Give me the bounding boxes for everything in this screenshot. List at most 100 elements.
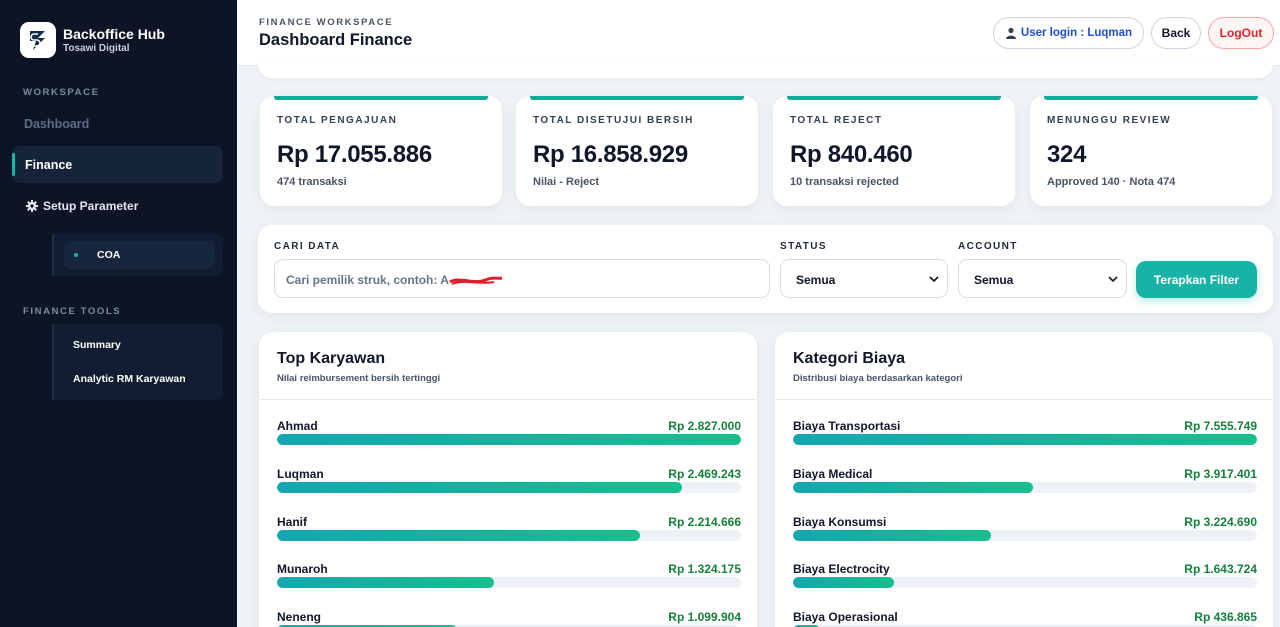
item-amount: Rp 2.469.243 (668, 467, 741, 481)
stat-label: TOTAL PENGAJUAN (277, 115, 398, 126)
item-amount: Rp 1.643.724 (1184, 562, 1257, 576)
list-item: Munaroh Rp 1.324.175 (277, 562, 741, 602)
item-amount: Rp 3.224.690 (1184, 515, 1257, 529)
stat-subtext: 10 transaksi rejected (790, 176, 899, 188)
item-name: Biaya Transportasi (793, 419, 901, 433)
sidebar-item-summary[interactable]: Summary (73, 339, 121, 351)
sidebar: Backoffice Hub Tosawi Digital WORKSPACE … (0, 0, 237, 627)
stat-card-total-pengajuan: TOTAL PENGAJUAN Rp 17.055.886 474 transa… (260, 96, 502, 206)
redaction-scribble-icon (449, 276, 503, 285)
progress-fill (277, 530, 641, 541)
finance-tools-section-label: FINANCE TOOLS (23, 306, 122, 317)
user-login-label: User login : Luqman (1020, 27, 1133, 39)
progress-track (793, 577, 1257, 588)
list-item: Ahmad Rp 2.827.000 (277, 419, 741, 459)
stat-card-menunggu-review: MENUNGGU REVIEW 324 Approved 140 · Nota … (1030, 96, 1272, 206)
divider (259, 399, 757, 400)
status-label: STATUS (780, 241, 827, 252)
list-item: Luqman Rp 2.469.243 (277, 467, 741, 507)
active-indicator (12, 153, 15, 176)
item-name: Luqman (277, 467, 324, 481)
stat-value: Rp 840.460 (790, 141, 913, 168)
chevron-down-icon (929, 276, 939, 283)
sidebar-item-coa-label: COA (97, 249, 121, 261)
workspace-section-label: WORKSPACE (23, 87, 100, 98)
sidebar-item-setup-parameter[interactable]: Setup Parameter (26, 199, 138, 213)
kategori-biaya-panel: Kategori Biaya Distribusi biaya berdasar… (775, 332, 1273, 627)
list-item: Biaya Transportasi Rp 7.555.749 (793, 419, 1257, 459)
search-label: CARI DATA (274, 241, 341, 252)
panel-title: Kategori Biaya (793, 350, 906, 367)
progress-fill (277, 577, 495, 588)
item-name: Biaya Konsumsi (793, 515, 887, 529)
apply-filter-button[interactable]: Terapkan Filter (1136, 261, 1257, 298)
progress-track (277, 625, 741, 627)
progress-track (277, 577, 741, 588)
search-input[interactable]: Cari pemilik struk, contoh: A (274, 259, 770, 298)
status-select[interactable]: Semua (780, 259, 948, 298)
list-item: Biaya Operasional Rp 436.865 (793, 610, 1257, 627)
logout-button[interactable]: LogOut (1208, 17, 1274, 49)
user-login-button[interactable]: User login : Luqman (993, 17, 1144, 49)
progress-track (277, 482, 741, 493)
chevron-down-icon (1108, 276, 1118, 283)
stat-subtext: Approved 140 · Nota 474 (1047, 176, 1176, 188)
item-name: Biaya Electrocity (793, 562, 890, 576)
stat-label: TOTAL REJECT (790, 115, 883, 126)
progress-fill (277, 625, 458, 627)
card-accent (274, 96, 488, 100)
account-label: ACCOUNT (958, 241, 1018, 252)
list-item: Biaya Konsumsi Rp 3.224.690 (793, 515, 1257, 555)
item-amount: Rp 3.917.401 (1184, 467, 1257, 481)
progress-track (277, 434, 741, 445)
sidebar-item-finance[interactable]: Finance (12, 146, 223, 183)
header-strip (258, 62, 1273, 78)
list-item: Biaya Medical Rp 3.917.401 (793, 467, 1257, 507)
card-accent (530, 96, 744, 100)
progress-fill (793, 530, 992, 541)
progress-fill (793, 482, 1034, 493)
list-item: Biaya Electrocity Rp 1.643.724 (793, 562, 1257, 602)
stat-label: MENUNGGU REVIEW (1047, 115, 1172, 126)
item-name: Hanif (277, 515, 307, 529)
brand[interactable]: Backoffice Hub Tosawi Digital (20, 22, 165, 58)
stat-subtext: 474 transaksi (277, 176, 347, 188)
setup-parameter-submenu: COA (52, 234, 223, 276)
list-item: Hanif Rp 2.214.666 (277, 515, 741, 555)
account-select[interactable]: Semua (958, 259, 1127, 298)
stat-subtext: Nilai - Reject (533, 176, 600, 188)
item-name: Munaroh (277, 562, 328, 576)
divider (775, 399, 1273, 400)
item-amount: Rp 436.865 (1194, 610, 1257, 624)
account-selected-value: Semua (974, 273, 1014, 287)
back-button[interactable]: Back (1151, 17, 1201, 49)
list-item: Neneng Rp 1.099.904 (277, 610, 741, 627)
sidebar-item-setup-parameter-label: Setup Parameter (43, 199, 139, 213)
sidebar-item-coa[interactable]: COA (64, 241, 215, 269)
progress-fill (793, 577, 895, 588)
progress-track (793, 434, 1257, 445)
top-header: FINANCE WORKSPACE Dashboard Finance User… (237, 0, 1280, 66)
panel-subtitle: Distribusi biaya berdasarkan kategori (793, 373, 963, 384)
sidebar-item-dashboard[interactable]: Dashboard (24, 117, 90, 131)
header-kicker: FINANCE WORKSPACE (259, 17, 394, 28)
item-amount: Rp 7.555.749 (1184, 419, 1257, 433)
sidebar-item-analytic-rm-karyawan[interactable]: Analytic RM Karyawan (73, 373, 186, 385)
progress-fill (277, 434, 741, 445)
bullet-icon (74, 253, 78, 257)
stat-label: TOTAL DISETUJUI BERSIH (533, 115, 694, 126)
progress-track (793, 482, 1257, 493)
stat-value: Rp 17.055.886 (277, 141, 432, 168)
item-name: Neneng (277, 610, 322, 624)
stat-value: 324 (1047, 141, 1087, 168)
progress-track (277, 530, 741, 541)
panel-subtitle: Nilai reimbursement bersih tertinggi (277, 373, 441, 384)
search-placeholder: Cari pemilik struk, contoh: A (286, 273, 449, 287)
brand-subtitle: Tosawi Digital (63, 42, 130, 54)
sidebar-item-finance-label: Finance (25, 158, 73, 172)
status-selected-value: Semua (796, 273, 836, 287)
card-accent (1044, 96, 1258, 100)
progress-fill (277, 482, 683, 493)
item-name: Biaya Operasional (793, 610, 898, 624)
finance-tools-submenu: Summary Analytic RM Karyawan (52, 324, 223, 400)
